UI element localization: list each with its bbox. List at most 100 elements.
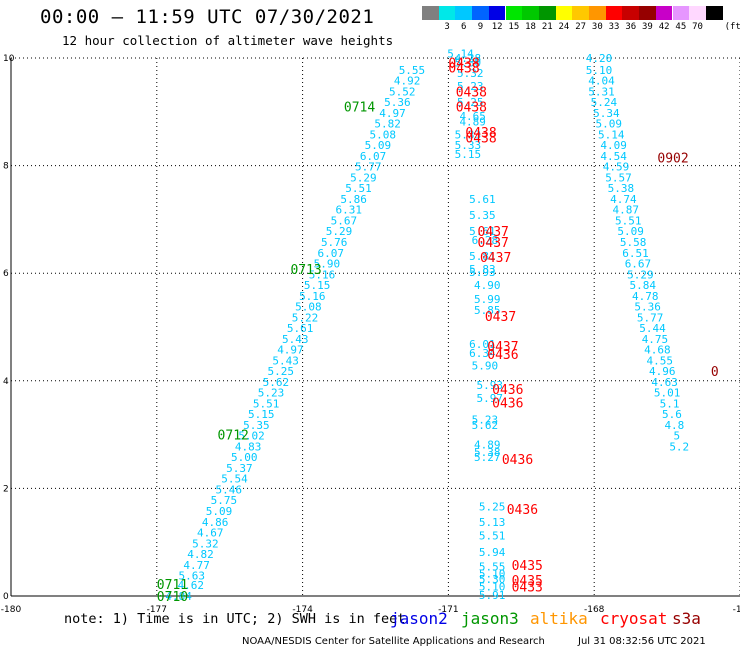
satellite-legend-altika: altika [530, 609, 588, 628]
swh-value-label: 4.59 [603, 161, 630, 174]
credit-line: NOAA/NESDIS Center for Satellite Applica… [242, 636, 545, 647]
swh-value-label: 5.13 [479, 516, 506, 529]
time-label: 0436 [502, 453, 533, 468]
swh-value-label: 4.74 [610, 193, 637, 206]
swh-value-label: 5.09 [365, 139, 392, 152]
swh-value-label: 6.07 [318, 247, 345, 260]
swh-value-label: 4.96 [649, 365, 676, 378]
swh-value-label: 5.82 [374, 118, 401, 131]
y-tick-label: 8 [3, 162, 9, 172]
time-label: 0437 [478, 236, 509, 251]
scale-label: 12 [491, 22, 503, 32]
scale-swatch [472, 6, 489, 20]
swh-value-label: 5.10 [479, 580, 506, 593]
swh-value-label: 4.97 [379, 107, 406, 120]
swh-value-label: 5.38 [474, 446, 501, 459]
satellite-legend-s3a: s3a [672, 609, 701, 628]
swh-value-label: 5.91 [479, 589, 506, 602]
scale-swatch [505, 6, 523, 20]
swh-value-label: 5.25 [267, 365, 294, 378]
swh-value-label: 5.30 [455, 56, 482, 69]
time-label: 0713 [290, 263, 321, 278]
swh-value-label: 5.2 [669, 440, 689, 453]
scale-label: 6 [461, 22, 467, 32]
swh-value-label: 5.09 [206, 505, 233, 518]
swh-value-label: 5.93 [476, 379, 503, 392]
time-label: 0438 [448, 56, 479, 71]
scale-swatch [555, 6, 573, 20]
swh-value-label: 5.36 [634, 301, 661, 314]
swh-value-label: 4.82 [187, 548, 214, 561]
swh-value-label: 5.62 [472, 419, 499, 432]
swh-value-label: 5.76 [321, 236, 348, 249]
swh-value-label: 4.62 [178, 579, 205, 592]
scale-label: 18 [525, 22, 536, 32]
swh-value-label: 5.15 [248, 408, 275, 421]
swh-value-label: 5.35 [243, 419, 270, 432]
scale-swatch [438, 6, 456, 20]
swh-value-label: 4.89 [474, 438, 501, 451]
swh-value-label: 5.16 [309, 268, 336, 281]
swh-value-label: 5.94 [479, 546, 506, 559]
generation-timestamp: Jul 31 08:32:56 UTC 2021 [578, 636, 706, 647]
swh-value-label: 6.01 [469, 338, 496, 351]
swh-value-label: 5.6 [662, 408, 682, 421]
swh-value-label: 5.46 [215, 483, 242, 496]
swh-value-label: 4.78 [632, 290, 659, 303]
swh-value-label: 5.51 [479, 530, 506, 543]
swh-value-label: 5 [674, 430, 681, 443]
swh-value-label: 5.08 [370, 128, 397, 141]
swh-value-label: 4.63 [651, 376, 678, 389]
time-label: 0438 [465, 132, 496, 147]
swh-value-label: 5.1 [660, 397, 680, 410]
swh-value-label: 5.54 [221, 473, 248, 486]
scale-label: 33 [608, 22, 620, 32]
scale-swatch [705, 6, 723, 20]
swh-value-label: 5.16 [299, 290, 326, 303]
swh-value-label: 4.89 [459, 115, 486, 128]
swh-value-label: 5.27 [474, 451, 501, 464]
time-label: 0902 [657, 152, 688, 167]
swh-value-label: 5.51 [615, 214, 642, 227]
x-tick-label: -177 [147, 605, 167, 615]
swh-value-label: 5.63 [179, 570, 206, 583]
swh-value-label: 5.61 [469, 193, 496, 206]
scale-label: 9 [477, 22, 484, 32]
time-label: 0436 [492, 396, 523, 411]
swh-value-label: 5.90 [314, 258, 341, 271]
time-label: 0436 [492, 383, 523, 398]
swh-value-label: 5.34 [593, 107, 620, 120]
swh-value-label: 4.65 [459, 110, 486, 123]
swh-value-label: 5.62 [263, 376, 290, 389]
swh-value-label: 4.67 [197, 527, 224, 540]
scale-label: 15 [508, 22, 520, 32]
swh-value-label: 5.30 [479, 573, 506, 586]
scale-swatch [422, 6, 439, 20]
swh-value-label: 5.51 [345, 182, 372, 195]
swh-value-label: 5.61 [469, 225, 496, 238]
swh-value-label: 6.67 [625, 258, 652, 271]
swh-value-label: 4.87 [613, 204, 640, 217]
swh-value-label: 5.43 [282, 333, 309, 346]
x-tick-label: -16 [733, 605, 740, 615]
swh-value-label: 5.14 [447, 48, 474, 61]
swh-value-label: 4.09 [600, 139, 627, 152]
time-label: 0435 [512, 574, 543, 589]
swh-value-label: 5.99 [474, 293, 501, 306]
scale-label: 27 [575, 22, 587, 32]
y-tick-label: 6 [3, 269, 9, 279]
swh-value-label: 5.31 [588, 85, 615, 98]
swh-value-label: 5.15 [455, 148, 482, 161]
chart-title: 00:00 – 11:59 UTC 07/30/2021 [40, 6, 375, 28]
swh-value-label: 6.34 [469, 347, 496, 360]
y-tick-label: 0 [3, 592, 9, 602]
time-label: 0711 [157, 578, 188, 593]
scale-label: 39 [642, 22, 653, 32]
scale-label: 24 [558, 22, 570, 32]
swh-value-label: 5.97 [476, 392, 503, 405]
scale-swatch [538, 6, 556, 20]
swh-value-label: 5.15 [304, 279, 331, 292]
time-label: 0438 [448, 62, 479, 77]
